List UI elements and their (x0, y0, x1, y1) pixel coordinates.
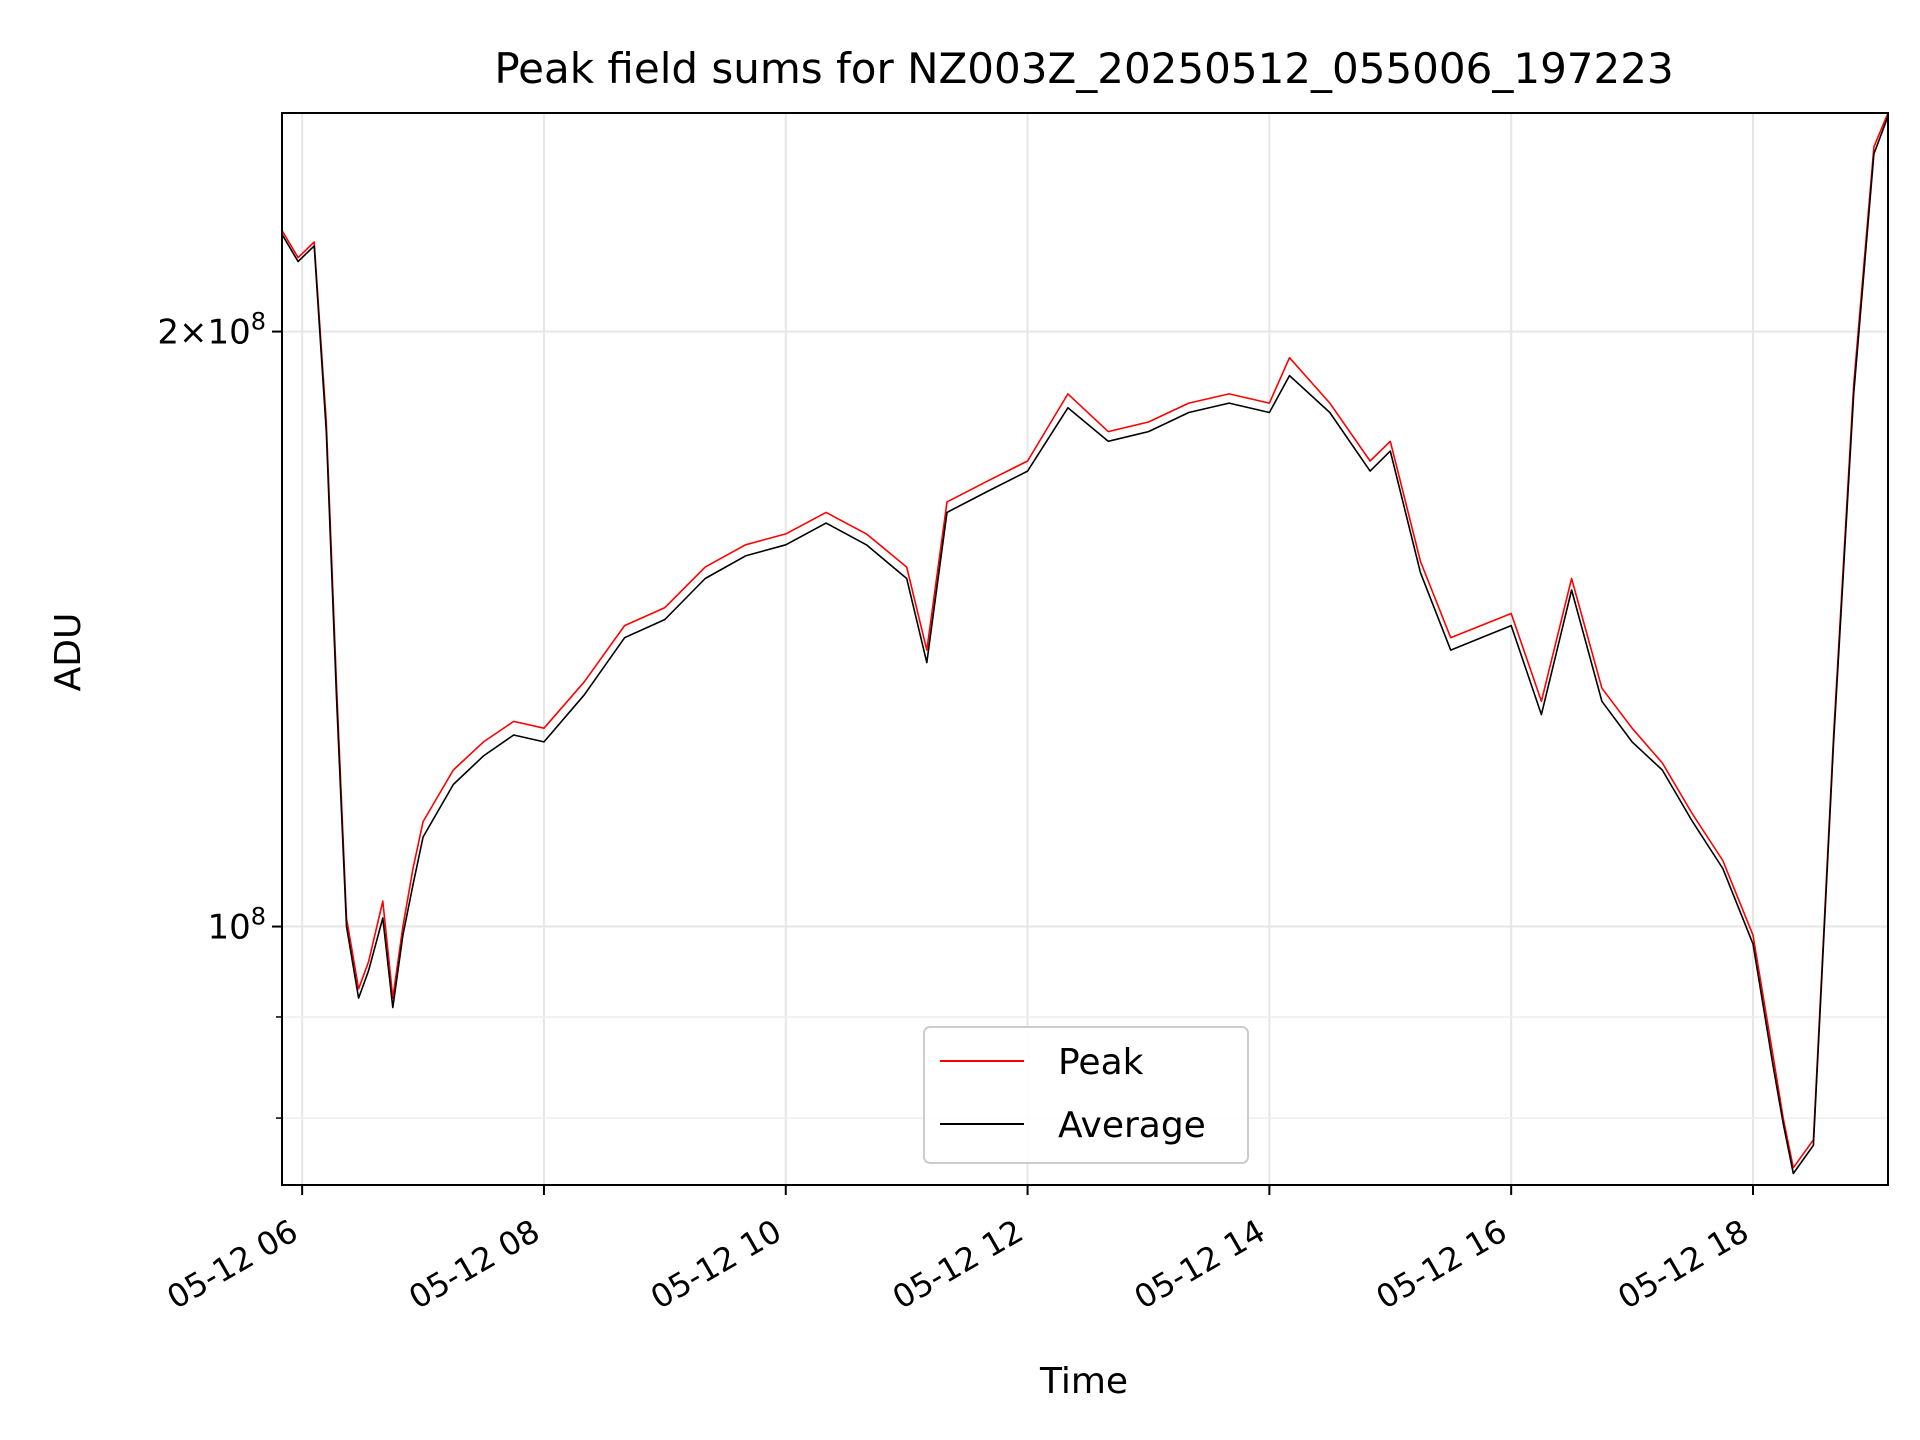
legend-label-peak: Peak (1058, 1042, 1144, 1083)
chart-title: Peak field sums for NZ003Z_20250512_0550… (494, 44, 1673, 93)
y-tick-label: 108 (207, 903, 266, 948)
legend-label-average: Average (1058, 1105, 1206, 1146)
x-axis-label: Time (1039, 1361, 1128, 1402)
series-line-average (281, 116, 1889, 1175)
plot-frame (281, 112, 1889, 1186)
y-axis: 108 2×108 (157, 308, 282, 1119)
legend: Peak Average (923, 1026, 1249, 1164)
y-tick-label: 2×108 (157, 308, 266, 353)
y-axis-label: ADU (48, 613, 89, 692)
series-line-peak (281, 112, 1889, 1169)
series-lines (281, 112, 1889, 1175)
